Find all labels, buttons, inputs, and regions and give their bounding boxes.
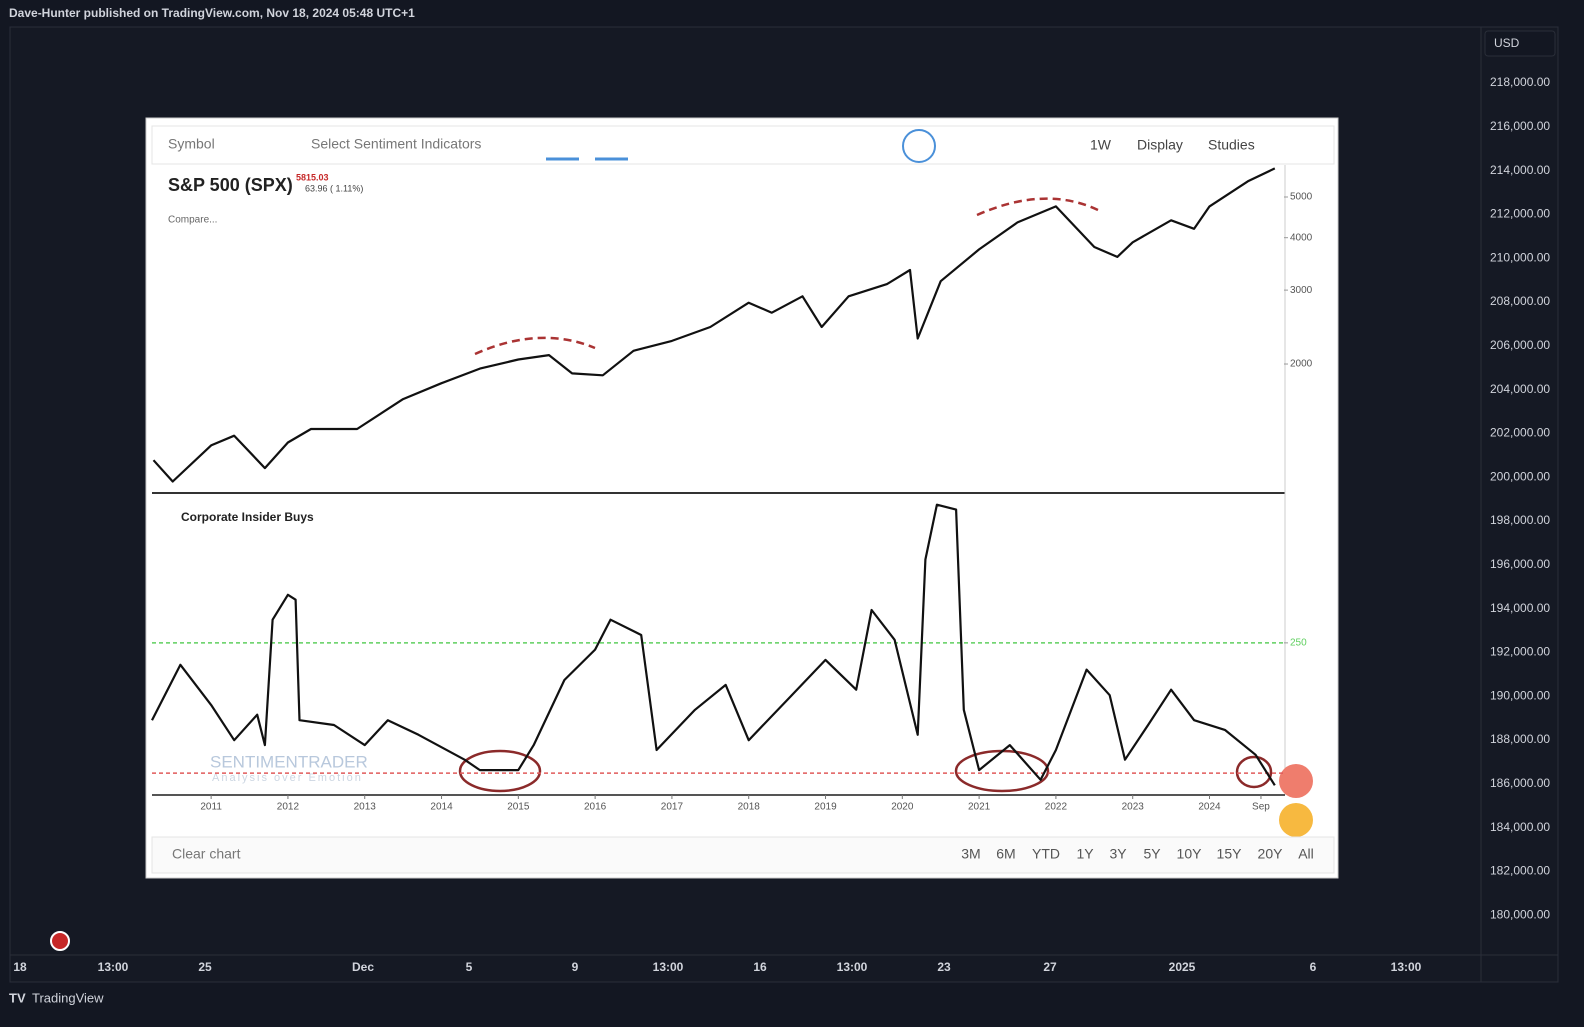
x-tick-label: 2017 <box>661 802 684 813</box>
x-tick-label: 2020 <box>891 802 914 813</box>
price-label: 216,000.00 <box>1490 119 1550 133</box>
range-button[interactable]: 3M <box>961 846 980 862</box>
time-label: 13:00 <box>1391 960 1422 974</box>
y-tick-label: 2000 <box>1290 359 1313 370</box>
x-tick-label: 2021 <box>968 802 991 813</box>
currency-box[interactable] <box>1484 30 1556 57</box>
price-label: 200,000.00 <box>1490 469 1550 483</box>
annotation-arrow <box>976 197 1099 217</box>
y-tick-label: 5000 <box>1290 192 1313 203</box>
range-button[interactable]: 1Y <box>1076 846 1094 862</box>
range-button[interactable]: All <box>1298 846 1314 862</box>
price-label: 190,000.00 <box>1490 688 1550 702</box>
price-label: 186,000.00 <box>1490 776 1550 790</box>
time-label: 6 <box>1310 960 1317 974</box>
symbol-search[interactable]: Symbol <box>168 136 215 152</box>
time-label: 13:00 <box>837 960 868 974</box>
favorite-button[interactable] <box>902 129 936 163</box>
annotation-arrow <box>474 336 596 356</box>
flag-icon[interactable] <box>50 931 70 951</box>
price-label: 196,000.00 <box>1490 557 1550 571</box>
x-tick-label: 2013 <box>354 802 377 813</box>
time-label: 16 <box>753 960 767 974</box>
x-tick-label: Sep <box>1252 802 1270 813</box>
compare-button[interactable]: Compare... <box>168 215 217 226</box>
range-button[interactable]: 10Y <box>1177 846 1203 862</box>
range-button[interactable]: 15Y <box>1217 846 1243 862</box>
brand[interactable]: TradingView <box>32 990 104 1005</box>
instrument-change: 63.96 ( 1.11%) <box>305 183 363 193</box>
price-label: 184,000.00 <box>1490 820 1550 834</box>
x-tick-label: 2024 <box>1198 802 1221 813</box>
y-tick-label: 4000 <box>1290 232 1313 243</box>
float-button[interactable] <box>1279 803 1313 837</box>
x-tick-label: 2012 <box>277 802 300 813</box>
price-label: 194,000.00 <box>1490 601 1550 615</box>
price-label: 198,000.00 <box>1490 513 1550 527</box>
embedded-image <box>145 117 1339 879</box>
x-tick-label: 2011 <box>200 802 222 813</box>
indicator-search[interactable]: Select Sentiment Indicators <box>311 136 481 152</box>
instrument-price: 5815.03 <box>296 172 329 182</box>
price-label: 218,000.00 <box>1490 75 1550 89</box>
y-tick-label: 250 <box>1290 638 1307 649</box>
time-label: 2025 <box>1169 960 1196 974</box>
y-tick-label: 3000 <box>1290 285 1313 296</box>
price-label: 182,000.00 <box>1490 864 1550 878</box>
time-label: 9 <box>572 960 579 974</box>
clear-chart[interactable]: Clear chart <box>172 846 241 862</box>
range-button[interactable]: 5Y <box>1143 846 1161 862</box>
instrument-name: S&P 500 (SPX) <box>168 175 293 195</box>
bottom-bar <box>151 836 1335 874</box>
price-label: 192,000.00 <box>1490 645 1550 659</box>
data-line <box>151 503 1276 786</box>
toolbar <box>151 125 1335 165</box>
annotation-ellipse <box>1235 755 1273 789</box>
indicator-title: Corporate Insider Buys <box>181 510 314 524</box>
time-label: 5 <box>466 960 473 974</box>
time-label: 25 <box>198 960 212 974</box>
data-line <box>152 167 1276 483</box>
time-label: 18 <box>13 960 27 974</box>
x-tick-label: 2023 <box>1122 802 1145 813</box>
watermark-tagline: Analysis over Emotion <box>212 772 363 784</box>
time-label: 13:00 <box>653 960 684 974</box>
studies-menu[interactable]: Studies <box>1208 137 1255 153</box>
x-tick-label: 2014 <box>430 802 453 813</box>
display-menu[interactable]: Display <box>1137 137 1183 153</box>
range-button[interactable]: 3Y <box>1109 846 1127 862</box>
price-label: 212,000.00 <box>1490 207 1550 221</box>
price-label: 188,000.00 <box>1490 732 1550 746</box>
x-tick-label: 2022 <box>1045 802 1068 813</box>
price-label: 206,000.00 <box>1490 338 1550 352</box>
time-label: 13:00 <box>98 960 129 974</box>
time-label: Dec <box>352 960 374 974</box>
float-button[interactable] <box>1279 764 1313 798</box>
price-label: 214,000.00 <box>1490 163 1550 177</box>
annotation-ellipse <box>458 749 542 793</box>
publisher: Dave-Hunter published on TradingView.com… <box>9 6 415 20</box>
currency[interactable]: USD <box>1494 36 1520 50</box>
x-tick-label: 2019 <box>814 802 837 813</box>
range-button[interactable]: 6M <box>996 846 1015 862</box>
range-button[interactable]: YTD <box>1032 846 1060 862</box>
x-tick-label: 2016 <box>584 802 607 813</box>
range-button[interactable]: 20Y <box>1258 846 1284 862</box>
x-tick-label: 2015 <box>507 802 530 813</box>
brand-logo: TV <box>9 990 26 1005</box>
time-label: 27 <box>1043 960 1057 974</box>
price-label: 202,000.00 <box>1490 426 1550 440</box>
price-label: 208,000.00 <box>1490 294 1550 308</box>
price-label: 180,000.00 <box>1490 907 1550 921</box>
x-tick-label: 2018 <box>738 802 761 813</box>
watermark: SENTIMENTRADER <box>210 752 368 771</box>
price-label: 204,000.00 <box>1490 382 1550 396</box>
price-label: 210,000.00 <box>1490 250 1550 264</box>
time-label: 23 <box>937 960 951 974</box>
interval[interactable]: 1W <box>1090 137 1112 153</box>
